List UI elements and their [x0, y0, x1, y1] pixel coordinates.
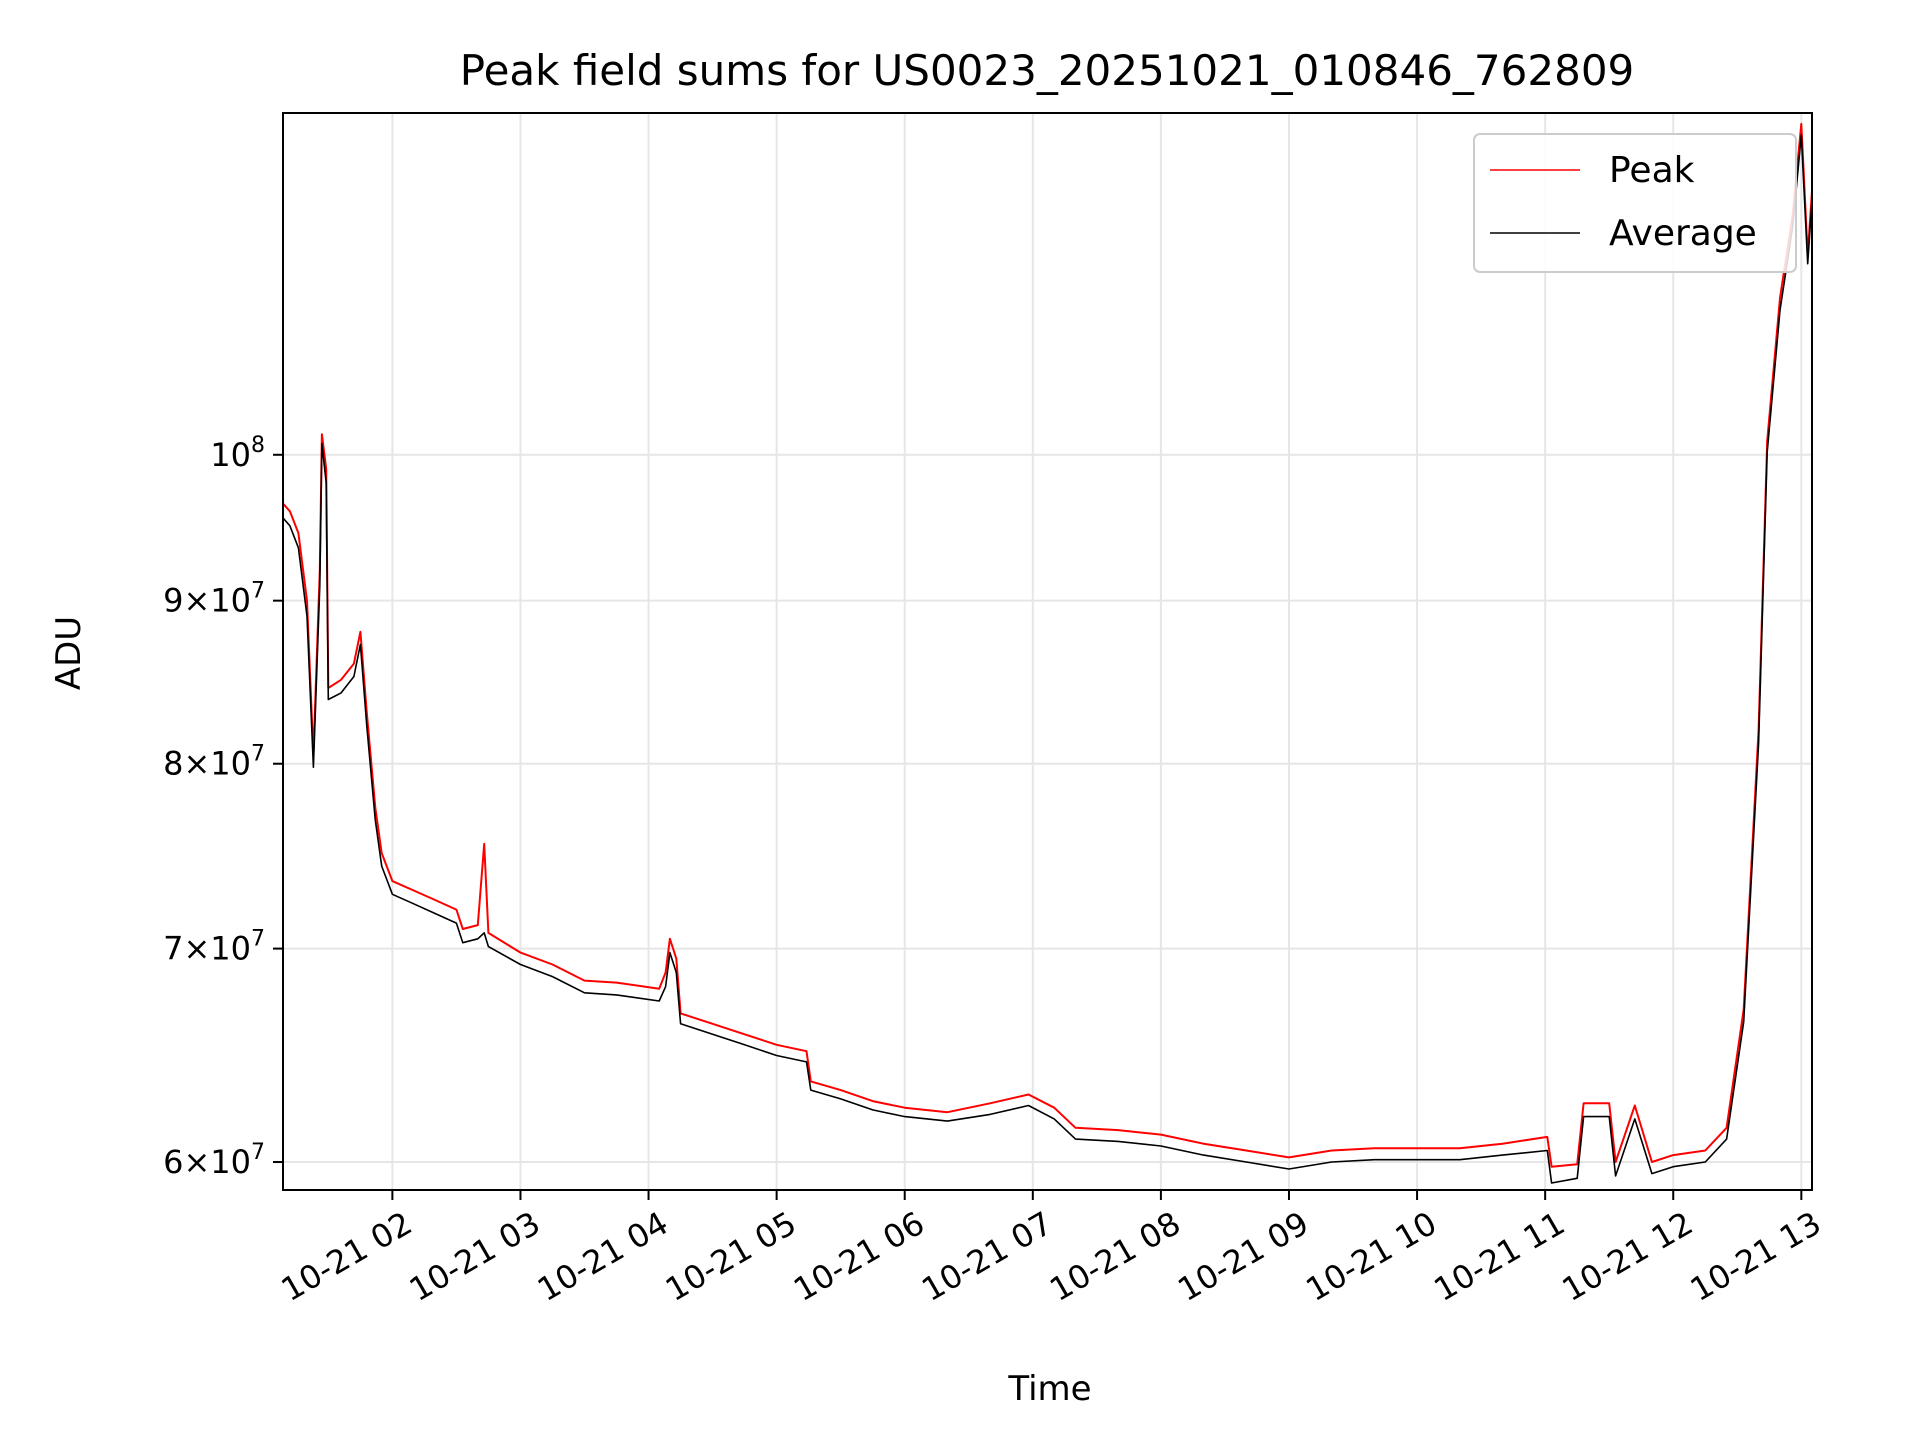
legend: Peak Average: [1473, 133, 1797, 273]
series-line-average: [282, 134, 1813, 1184]
y-tick-label: 7×107: [163, 927, 265, 968]
y-axis-label: ADU: [49, 616, 89, 690]
y-tick-label: 9×107: [163, 579, 265, 620]
x-axis-label: Time: [1007, 1369, 1091, 1409]
legend-box: [1473, 133, 1797, 273]
series-line-peak: [282, 122, 1813, 1168]
y-tick-label: 6×107: [163, 1140, 265, 1181]
grid: [283, 113, 1812, 1190]
plot-frame: [282, 112, 1813, 1191]
chart-title: Peak field sums for US0023_20251021_0108…: [460, 46, 1635, 95]
y-axis-ticks: 6×107 7×107 8×107 9×107 108: [163, 433, 283, 1181]
y-tick-label: 108: [210, 433, 265, 474]
legend-peak-label: Peak: [1609, 150, 1695, 191]
y-tick-label: 8×107: [163, 742, 265, 783]
legend-average-label: Average: [1609, 213, 1757, 254]
series-lines: [282, 122, 1813, 1184]
